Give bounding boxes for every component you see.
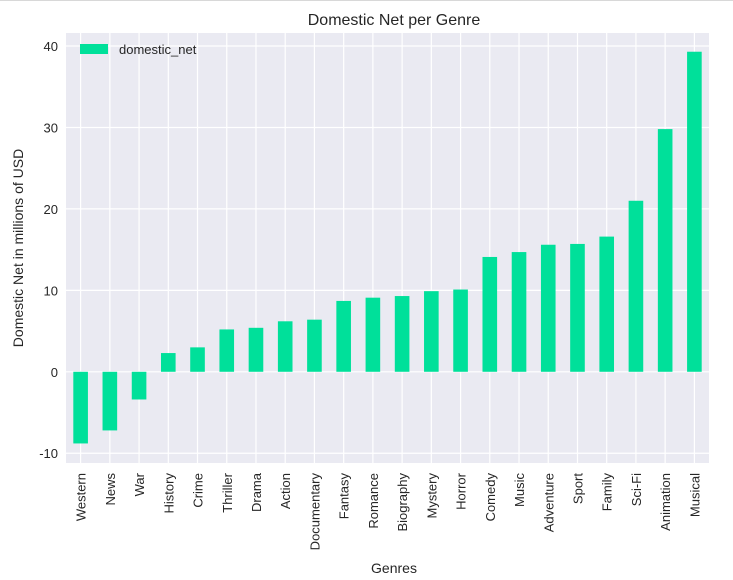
bar-western: [73, 371, 88, 444]
y-tick-label: 20: [44, 202, 58, 217]
legend: domestic_net: [80, 42, 197, 57]
bar-documentary: [307, 319, 322, 372]
bar-mystery: [424, 291, 439, 372]
bar-sport: [570, 243, 585, 372]
y-axis-label: Domestic Net in millions of USD: [10, 149, 26, 347]
x-tick-label: Biography: [395, 473, 410, 532]
x-axis-ticks: Western News War History Crime Thriller Drama A…: [74, 472, 703, 550]
legend-entry: domestic_net: [119, 42, 197, 57]
x-tick-label: Documentary: [307, 473, 322, 551]
x-tick-label: Crime: [191, 473, 206, 508]
bar-war: [131, 371, 147, 400]
x-tick-label: Drama: [249, 472, 264, 512]
bar-family: [599, 236, 615, 372]
bar-animation: [657, 129, 673, 372]
x-tick-label: Western: [74, 473, 89, 521]
x-tick-label: Horror: [454, 472, 469, 510]
y-tick-label: -10: [39, 446, 58, 461]
x-tick-label: History: [161, 473, 176, 514]
bar-fantasy: [336, 300, 351, 372]
bar-drama: [248, 327, 264, 372]
y-axis-ticks: -10 0 10 20 30 40: [39, 39, 58, 461]
bar-sci-fi: [628, 200, 644, 372]
y-tick-label: 40: [44, 39, 58, 54]
x-tick-label: Music: [512, 473, 527, 507]
y-tick-label: 10: [44, 283, 58, 298]
x-axis-label: Genres: [371, 560, 417, 576]
x-tick-label: Action: [278, 473, 293, 509]
bar-music: [511, 252, 527, 372]
bar-romance: [365, 297, 381, 372]
bar-action: [277, 321, 293, 372]
bar-biography: [394, 296, 410, 372]
bar-musical: [687, 51, 702, 372]
x-tick-label: Fantasy: [337, 473, 352, 520]
x-tick-label: Mystery: [424, 473, 439, 519]
bar-crime: [190, 347, 205, 372]
y-tick-label: 30: [44, 120, 58, 135]
x-tick-label: Sport: [570, 473, 585, 504]
x-tick-label: Animation: [658, 473, 673, 531]
x-tick-label: News: [103, 473, 118, 506]
bar-adventure: [540, 244, 556, 372]
bar-comedy: [482, 256, 498, 372]
y-tick-label: 0: [51, 365, 58, 380]
x-tick-label: Thriller: [220, 472, 235, 512]
x-tick-label: Adventure: [541, 473, 556, 532]
bar-horror: [453, 289, 468, 372]
bar-thriller: [219, 329, 235, 372]
x-tick-label: War: [132, 472, 147, 496]
bars: [73, 51, 702, 444]
chart-title: Domestic Net per Genre: [308, 12, 481, 29]
bar-history: [160, 353, 176, 372]
x-tick-label: Sci-Fi: [629, 473, 644, 506]
x-tick-label: Comedy: [483, 473, 498, 522]
x-tick-label: Romance: [366, 473, 381, 529]
x-tick-label: Family: [600, 473, 615, 512]
x-tick-label: Musical: [687, 473, 702, 517]
bar-news: [102, 371, 118, 431]
legend-swatch: [80, 44, 108, 54]
top-rule: [0, 0, 733, 1]
